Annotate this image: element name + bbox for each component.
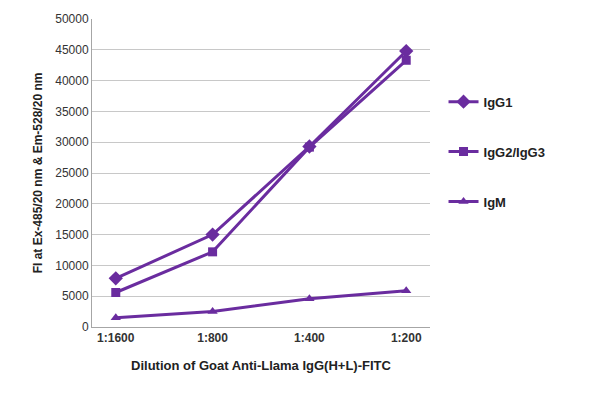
svg-text:20000: 20000 bbox=[55, 197, 89, 211]
svg-text:25000: 25000 bbox=[55, 166, 89, 180]
svg-text:1:200: 1:200 bbox=[391, 331, 422, 345]
svg-text:40000: 40000 bbox=[55, 74, 89, 88]
svg-text:FI at Ex-485/20 nm & Em-528/20: FI at Ex-485/20 nm & Em-528/20 nm bbox=[31, 73, 45, 274]
svg-text:15000: 15000 bbox=[55, 228, 89, 242]
svg-text:30000: 30000 bbox=[55, 135, 89, 149]
svg-text:IgG2/IgG3: IgG2/IgG3 bbox=[484, 145, 545, 160]
svg-text:50000: 50000 bbox=[55, 12, 89, 26]
svg-text:10000: 10000 bbox=[55, 259, 89, 273]
svg-text:1:800: 1:800 bbox=[197, 331, 228, 345]
svg-text:IgG1: IgG1 bbox=[484, 95, 513, 110]
svg-text:35000: 35000 bbox=[55, 105, 89, 119]
svg-text:IgM: IgM bbox=[484, 195, 506, 210]
svg-text:0: 0 bbox=[82, 320, 89, 334]
svg-text:Dilution of Goat Anti-Llama Ig: Dilution of Goat Anti-Llama IgG(H+L)-FIT… bbox=[131, 358, 391, 373]
svg-text:1:1600: 1:1600 bbox=[97, 331, 135, 345]
svg-text:45000: 45000 bbox=[55, 43, 89, 57]
svg-text:1:400: 1:400 bbox=[294, 331, 325, 345]
svg-text:5000: 5000 bbox=[62, 289, 89, 303]
